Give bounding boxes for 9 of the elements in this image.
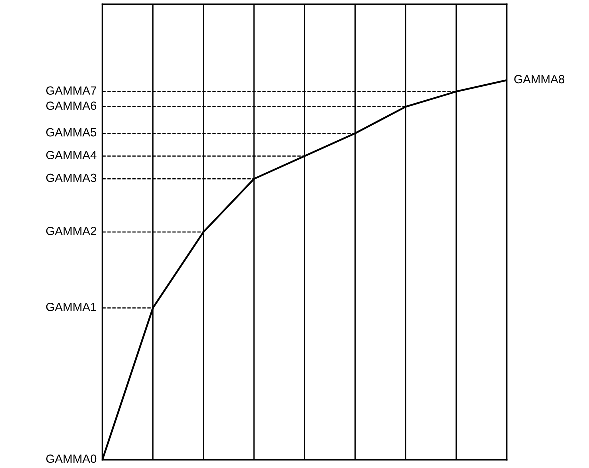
ref-line-label: GAMMA5 (46, 128, 97, 137)
ref-line-label: GAMMA7 (46, 86, 96, 95)
ref-line-label: GAMMA1 (46, 302, 96, 312)
series-label: GAMMA8 (514, 75, 565, 84)
ref-line-label: GAMMA3 (46, 174, 97, 182)
ref-line-label: GAMMA2 (46, 227, 96, 236)
ref-line-label: GAMMA6 (46, 102, 97, 110)
ref-line-label: GAMMA4 (46, 151, 97, 160)
ref-line-label: GAMMA0 (46, 454, 97, 464)
